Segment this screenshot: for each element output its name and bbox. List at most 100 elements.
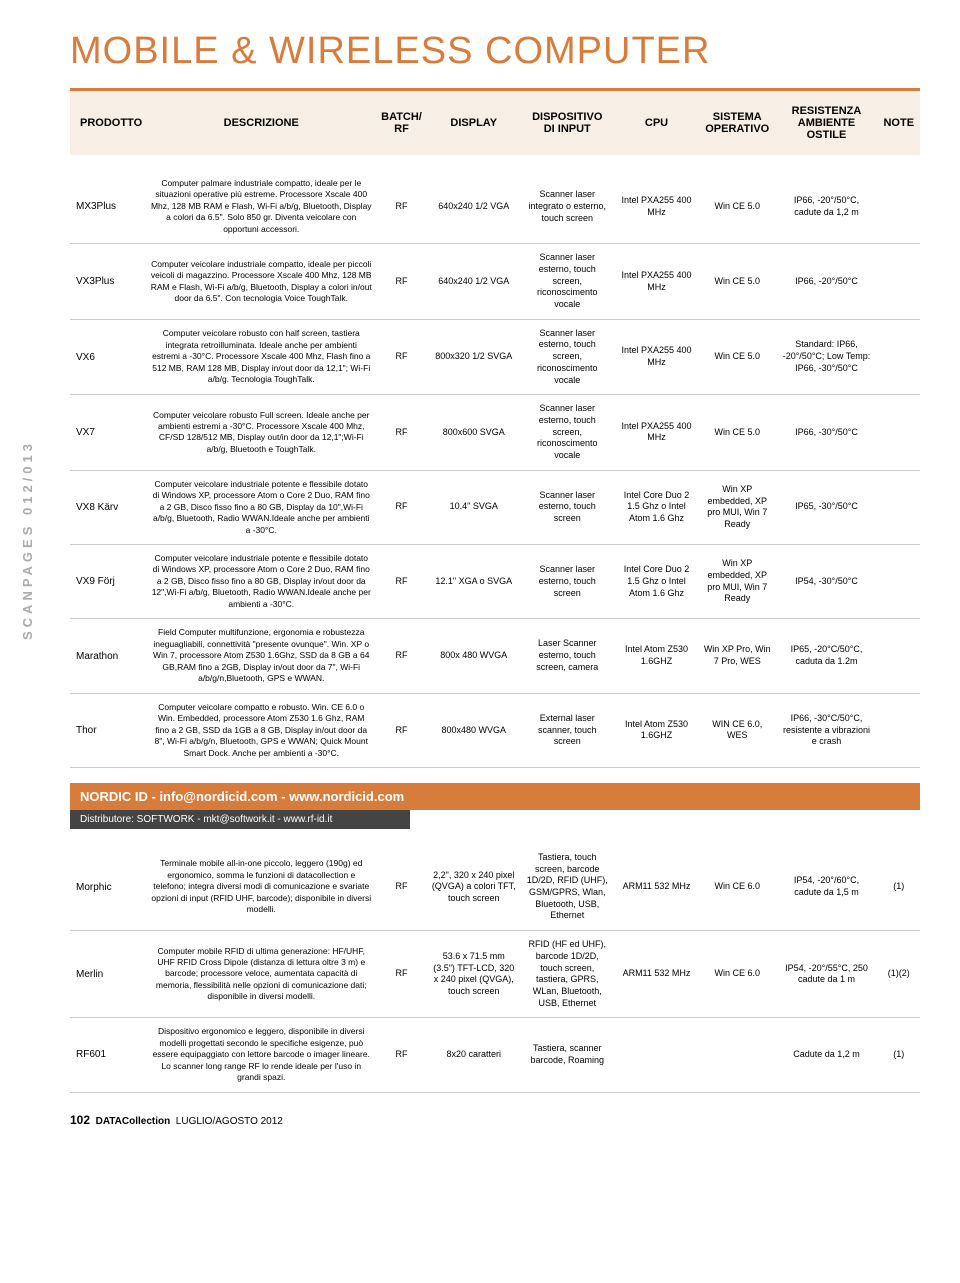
cell-brf: RF <box>376 319 427 394</box>
column-header: CPU <box>614 90 699 156</box>
cell-brf: RF <box>376 693 427 767</box>
cell-disp: 10.4" SVGA <box>427 470 521 544</box>
cell-cpu: Intel Atom Z530 1.6GHZ <box>614 619 699 693</box>
cell-os: Win XP embedded, XP pro MUI, Win 7 Ready <box>699 545 776 619</box>
cell-note: (1) <box>878 1018 921 1092</box>
column-header: PRODOTTO <box>70 90 147 156</box>
cell-inp: Tastiera, scanner barcode, Roaming <box>521 1018 615 1092</box>
products-table-1: MX3PlusComputer palmare industriale comp… <box>70 170 920 768</box>
cell-res: IP54, -30°/50°C <box>776 545 878 619</box>
cell-desc: Computer veicolare compatto e robusto. W… <box>147 693 377 767</box>
cell-prod: MX3Plus <box>70 170 147 244</box>
cell-os: Win CE 6.0 <box>699 931 776 1018</box>
cell-cpu: Intel PXA255 400 MHz <box>614 395 699 470</box>
cell-res: IP65, -20°C/50°C, caduta da 1.2m <box>776 619 878 693</box>
cell-inp: Scanner laser esterno, touch screen, ric… <box>521 395 615 470</box>
cell-os: Win XP embedded, XP pro MUI, Win 7 Ready <box>699 470 776 544</box>
cell-res: Cadute da 1,2 m <box>776 1018 878 1092</box>
cell-prod: VX3Plus <box>70 244 147 319</box>
cell-brf: RF <box>376 545 427 619</box>
cell-res: IP66, -20°/50°C, cadute da 1,2 m <box>776 170 878 244</box>
column-header: DESCRIZIONE <box>147 90 377 156</box>
cell-prod: Marathon <box>70 619 147 693</box>
cell-prod: Merlin <box>70 931 147 1018</box>
cell-note <box>878 244 921 319</box>
cell-os <box>699 1018 776 1092</box>
cell-disp: 800x 480 WVGA <box>427 619 521 693</box>
cell-disp: 53.6 x 71.5 mm (3.5") TFT-LCD, 320 x 240… <box>427 931 521 1018</box>
cell-brf: RF <box>376 619 427 693</box>
page-title: MOBILE & WIRELESS COMPUTER <box>70 30 920 73</box>
distributor-bar: Distributore: SOFTWORK - mkt@softwork.it… <box>70 810 410 829</box>
cell-inp: Scanner laser esterno, touch screen, ric… <box>521 319 615 394</box>
sidebar-label: SCANPAGES 012/013 <box>20 440 35 640</box>
column-header: NOTE <box>878 90 921 156</box>
cell-res: IP54, -20°/60°C, cadute da 1,5 m <box>776 844 878 931</box>
cell-note <box>878 319 921 394</box>
cell-os: Win CE 5.0 <box>699 244 776 319</box>
cell-cpu: Intel Atom Z530 1.6GHZ <box>614 693 699 767</box>
footer: 102 DATACollection LUGLIO/AGOSTO 2012 <box>70 1113 920 1127</box>
cell-os: Win CE 5.0 <box>699 319 776 394</box>
column-header: BATCH/RF <box>376 90 427 156</box>
cell-cpu: Intel PXA255 400 MHz <box>614 170 699 244</box>
cell-disp: 800x480 WVGA <box>427 693 521 767</box>
cell-inp: RFID (HF ed UHF), barcode 1D/2D, touch s… <box>521 931 615 1018</box>
cell-brf: RF <box>376 395 427 470</box>
cell-brf: RF <box>376 470 427 544</box>
table-row: ThorComputer veicolare compatto e robust… <box>70 693 920 767</box>
table-row: MorphicTerminale mobile all-in-one picco… <box>70 844 920 931</box>
cell-brf: RF <box>376 1018 427 1092</box>
cell-note <box>878 619 921 693</box>
cell-desc: Computer mobile RFID di ultima generazio… <box>147 931 377 1018</box>
table-row: VX3PlusComputer veicolare industriale co… <box>70 244 920 319</box>
section-header: NORDIC ID - info@nordicid.com - www.nord… <box>70 783 920 810</box>
cell-desc: Computer veicolare robusto con half scre… <box>147 319 377 394</box>
cell-prod: Thor <box>70 693 147 767</box>
cell-inp: Scanner laser esterno, touch screen, ric… <box>521 244 615 319</box>
cell-cpu <box>614 1018 699 1092</box>
cell-cpu: ARM11 532 MHz <box>614 931 699 1018</box>
magazine-name: DATACollection <box>96 1116 171 1127</box>
cell-os: Win CE 5.0 <box>699 395 776 470</box>
cell-disp: 800x600 SVGA <box>427 395 521 470</box>
cell-note: (1) <box>878 844 921 931</box>
cell-disp: 640x240 1/2 VGA <box>427 170 521 244</box>
cell-res: Standard: IP66, -20°/50°C; Low Temp: IP6… <box>776 319 878 394</box>
cell-note <box>878 693 921 767</box>
cell-brf: RF <box>376 844 427 931</box>
cell-disp: 800x320 1/2 SVGA <box>427 319 521 394</box>
cell-note <box>878 470 921 544</box>
cell-cpu: Intel Core Duo 2 1.5 Ghz o Intel Atom 1.… <box>614 470 699 544</box>
cell-os: Win XP Pro, Win 7 Pro, WES <box>699 619 776 693</box>
cell-res: IP66, -30°/50°C <box>776 395 878 470</box>
cell-cpu: Intel PXA255 400 MHz <box>614 244 699 319</box>
products-table-2: MorphicTerminale mobile all-in-one picco… <box>70 844 920 1093</box>
cell-note <box>878 545 921 619</box>
table-row: MarathonField Computer multifunzione, er… <box>70 619 920 693</box>
cell-inp: Scanner laser esterno, touch screen <box>521 545 615 619</box>
cell-desc: Computer veicolare robusto Full screen. … <box>147 395 377 470</box>
cell-inp: Scanner laser integrato o esterno, touch… <box>521 170 615 244</box>
table-row: MerlinComputer mobile RFID di ultima gen… <box>70 931 920 1018</box>
cell-res: IP66, -20°/50°C <box>776 244 878 319</box>
cell-note <box>878 170 921 244</box>
page-number: 102 <box>70 1113 90 1127</box>
column-header: SISTEMAOPERATIVO <box>699 90 776 156</box>
cell-desc: Computer veicolare industriale potente e… <box>147 470 377 544</box>
cell-prod: VX6 <box>70 319 147 394</box>
cell-disp: 12.1" XGA o SVGA <box>427 545 521 619</box>
column-header: DISPLAY <box>427 90 521 156</box>
cell-note: (1)(2) <box>878 931 921 1018</box>
cell-desc: Computer palmare industriale compatto, i… <box>147 170 377 244</box>
cell-cpu: Intel Core Duo 2 1.5 Ghz o Intel Atom 1.… <box>614 545 699 619</box>
cell-inp: Tastiera, touch screen, barcode 1D/2D, R… <box>521 844 615 931</box>
issue-date: LUGLIO/AGOSTO 2012 <box>176 1116 283 1127</box>
table-row: VX7Computer veicolare robusto Full scree… <box>70 395 920 470</box>
table-row: VX8 KärvComputer veicolare industriale p… <box>70 470 920 544</box>
column-header: RESISTENZAAMBIENTEOSTILE <box>776 90 878 156</box>
cell-inp: External laser scanner, touch screen <box>521 693 615 767</box>
cell-os: WIN CE 6.0, WES <box>699 693 776 767</box>
cell-os: Win CE 5.0 <box>699 170 776 244</box>
cell-prod: Morphic <box>70 844 147 931</box>
